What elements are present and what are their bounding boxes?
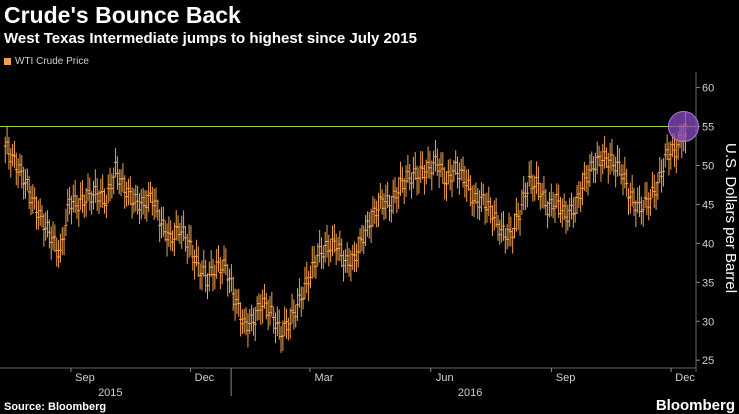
x-year-label: 2015 — [98, 387, 122, 399]
x-tick-label: Mar — [314, 372, 333, 384]
x-tick-label: Sep — [75, 372, 95, 384]
y-tick-label: 55 — [702, 122, 714, 134]
y-tick-label: 45 — [702, 199, 714, 211]
legend-swatch — [4, 58, 11, 65]
x-tick-label: Dec — [195, 372, 215, 384]
bloomberg-logo: Bloomberg — [655, 397, 735, 414]
y-tick-label: 40 — [702, 238, 714, 250]
legend: WTI Crude Price — [4, 56, 89, 67]
x-tick-label: Dec — [675, 372, 695, 384]
chart-title: Crude's Bounce Back — [4, 2, 241, 28]
chart-subtitle: West Texas Intermediate jumps to highest… — [4, 30, 417, 47]
source-note: Source: Bloomberg — [4, 401, 107, 413]
x-year-label: 2016 — [458, 387, 482, 399]
y-tick-label: 60 — [702, 83, 714, 95]
y-axis-title: U.S. Dollars per Barrel — [722, 143, 739, 293]
legend-label: WTI Crude Price — [15, 56, 89, 67]
x-tick-label: Jun — [436, 372, 454, 384]
highlight-circle — [667, 111, 699, 143]
y-tick-label: 50 — [702, 160, 714, 172]
y-tick-label: 25 — [702, 355, 714, 367]
y-tick-label: 35 — [702, 277, 714, 289]
x-tick-label: Sep — [556, 372, 576, 384]
y-tick-label: 30 — [702, 316, 714, 328]
